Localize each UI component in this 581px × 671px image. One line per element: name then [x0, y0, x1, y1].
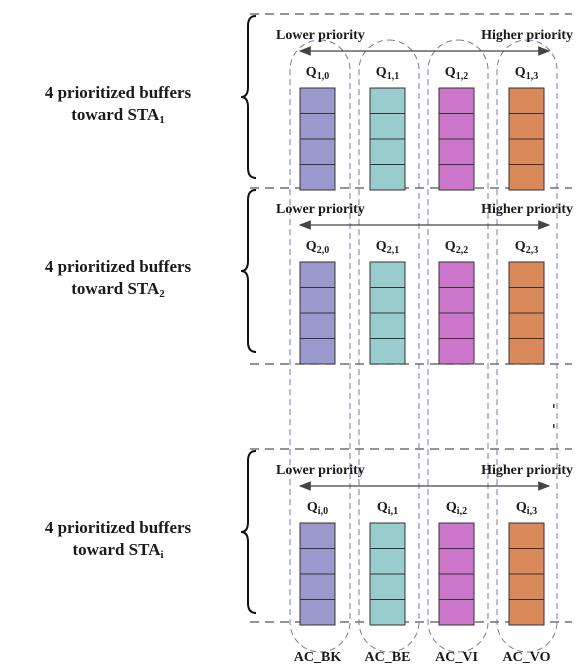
lower-priority-label: Lower priority — [276, 28, 365, 43]
queue-label-subscript: i,1 — [388, 506, 398, 517]
queue-label-subscript: 1,2 — [456, 71, 469, 82]
buffer-group: 4 prioritized buffers toward STAi Lower pr… — [45, 450, 573, 626]
queue-label-subscript: 2,1 — [387, 245, 400, 256]
queue-label: Qi,0 — [307, 500, 328, 517]
queue-label-main: Q — [446, 500, 457, 515]
group-label-subscript: 2 — [159, 288, 165, 300]
queue-label-main: Q — [306, 239, 317, 254]
queue-label-main: Q — [377, 500, 388, 515]
ellipsis-dot — [553, 404, 555, 408]
ac-labels-layer: AC_BK AC_BE AC_VI AC_VO — [294, 650, 551, 665]
queue-label: Q2,3 — [515, 239, 538, 256]
buffer-group: 4 prioritized buffers toward STA1 Lower pr… — [45, 15, 573, 191]
group-label-prefix: toward STA — [71, 279, 160, 298]
group-label-subscript: 1 — [159, 114, 165, 126]
ellipsis-dot — [553, 424, 555, 428]
ac-label: AC_BK — [294, 650, 342, 665]
queue-label: Qi,1 — [377, 500, 398, 517]
queue-label-main: Q — [306, 65, 317, 80]
higher-priority-label: Higher priority — [481, 463, 573, 478]
higher-priority-label: Higher priority — [481, 202, 573, 217]
queue-label: Q1,1 — [376, 65, 399, 82]
queue-label: Q1,0 — [306, 65, 329, 82]
queue-label-subscript: 2,3 — [526, 245, 539, 256]
group-brace — [240, 450, 257, 614]
queue-label-main: Q — [445, 239, 456, 254]
group-label-line2: toward STA1 — [71, 105, 165, 126]
queue-label-subscript: i,2 — [457, 506, 467, 517]
ac-label: AC_VO — [503, 650, 551, 665]
ac-label: AC_VI — [435, 650, 478, 665]
queue-label: Q1,2 — [445, 65, 468, 82]
group-brace — [240, 15, 257, 179]
queue-label-main: Q — [516, 500, 527, 515]
group-label-prefix: toward STA — [72, 540, 161, 559]
queue-label-main: Q — [376, 239, 387, 254]
queue-label-subscript: 1,1 — [387, 71, 400, 82]
queue-label-main: Q — [515, 65, 526, 80]
ac-column-outline — [289, 39, 351, 653]
queue-label-subscript: 1,0 — [317, 71, 330, 82]
queue-label: Q2,2 — [445, 239, 468, 256]
queue-label-subscript: i,0 — [318, 506, 328, 517]
group-label-prefix: toward STA — [71, 105, 160, 124]
group-label-line1: 4 prioritized buffers — [45, 518, 192, 537]
queue-label: Qi,2 — [446, 500, 467, 517]
ac-column-outline — [496, 39, 558, 653]
queue-label-main: Q — [307, 500, 318, 515]
queue-label: Q2,0 — [306, 239, 329, 256]
group-label-line1: 4 prioritized buffers — [45, 257, 192, 276]
queue-label: Q2,1 — [376, 239, 399, 256]
queue-label: Qi,3 — [516, 500, 537, 517]
ac-column-outline — [358, 39, 420, 653]
queue-label-subscript: i,3 — [527, 506, 537, 517]
queue-label-subscript: 2,2 — [456, 245, 469, 256]
group-label-line1: 4 prioritized buffers — [45, 83, 192, 102]
group-label-line2: toward STA2 — [71, 279, 165, 300]
ac-columns — [289, 39, 558, 653]
group-label-subscript: i — [160, 549, 163, 561]
higher-priority-label: Higher priority — [481, 28, 573, 43]
lower-priority-label: Lower priority — [276, 463, 365, 478]
queue-label-subscript: 1,3 — [526, 71, 539, 82]
ac-label: AC_BE — [365, 650, 411, 665]
queue-label-subscript: 2,0 — [317, 245, 330, 256]
queue-label: Q1,3 — [515, 65, 538, 82]
queue-label-main: Q — [445, 65, 456, 80]
buffer-group: 4 prioritized buffers toward STA2 Lower pr… — [45, 189, 573, 365]
lower-priority-label: Lower priority — [276, 202, 365, 217]
queue-label-main: Q — [376, 65, 387, 80]
queue-label-main: Q — [515, 239, 526, 254]
group-label-line2: toward STAi — [72, 540, 163, 561]
group-brace — [240, 189, 257, 353]
ac-column-outline — [427, 39, 489, 653]
